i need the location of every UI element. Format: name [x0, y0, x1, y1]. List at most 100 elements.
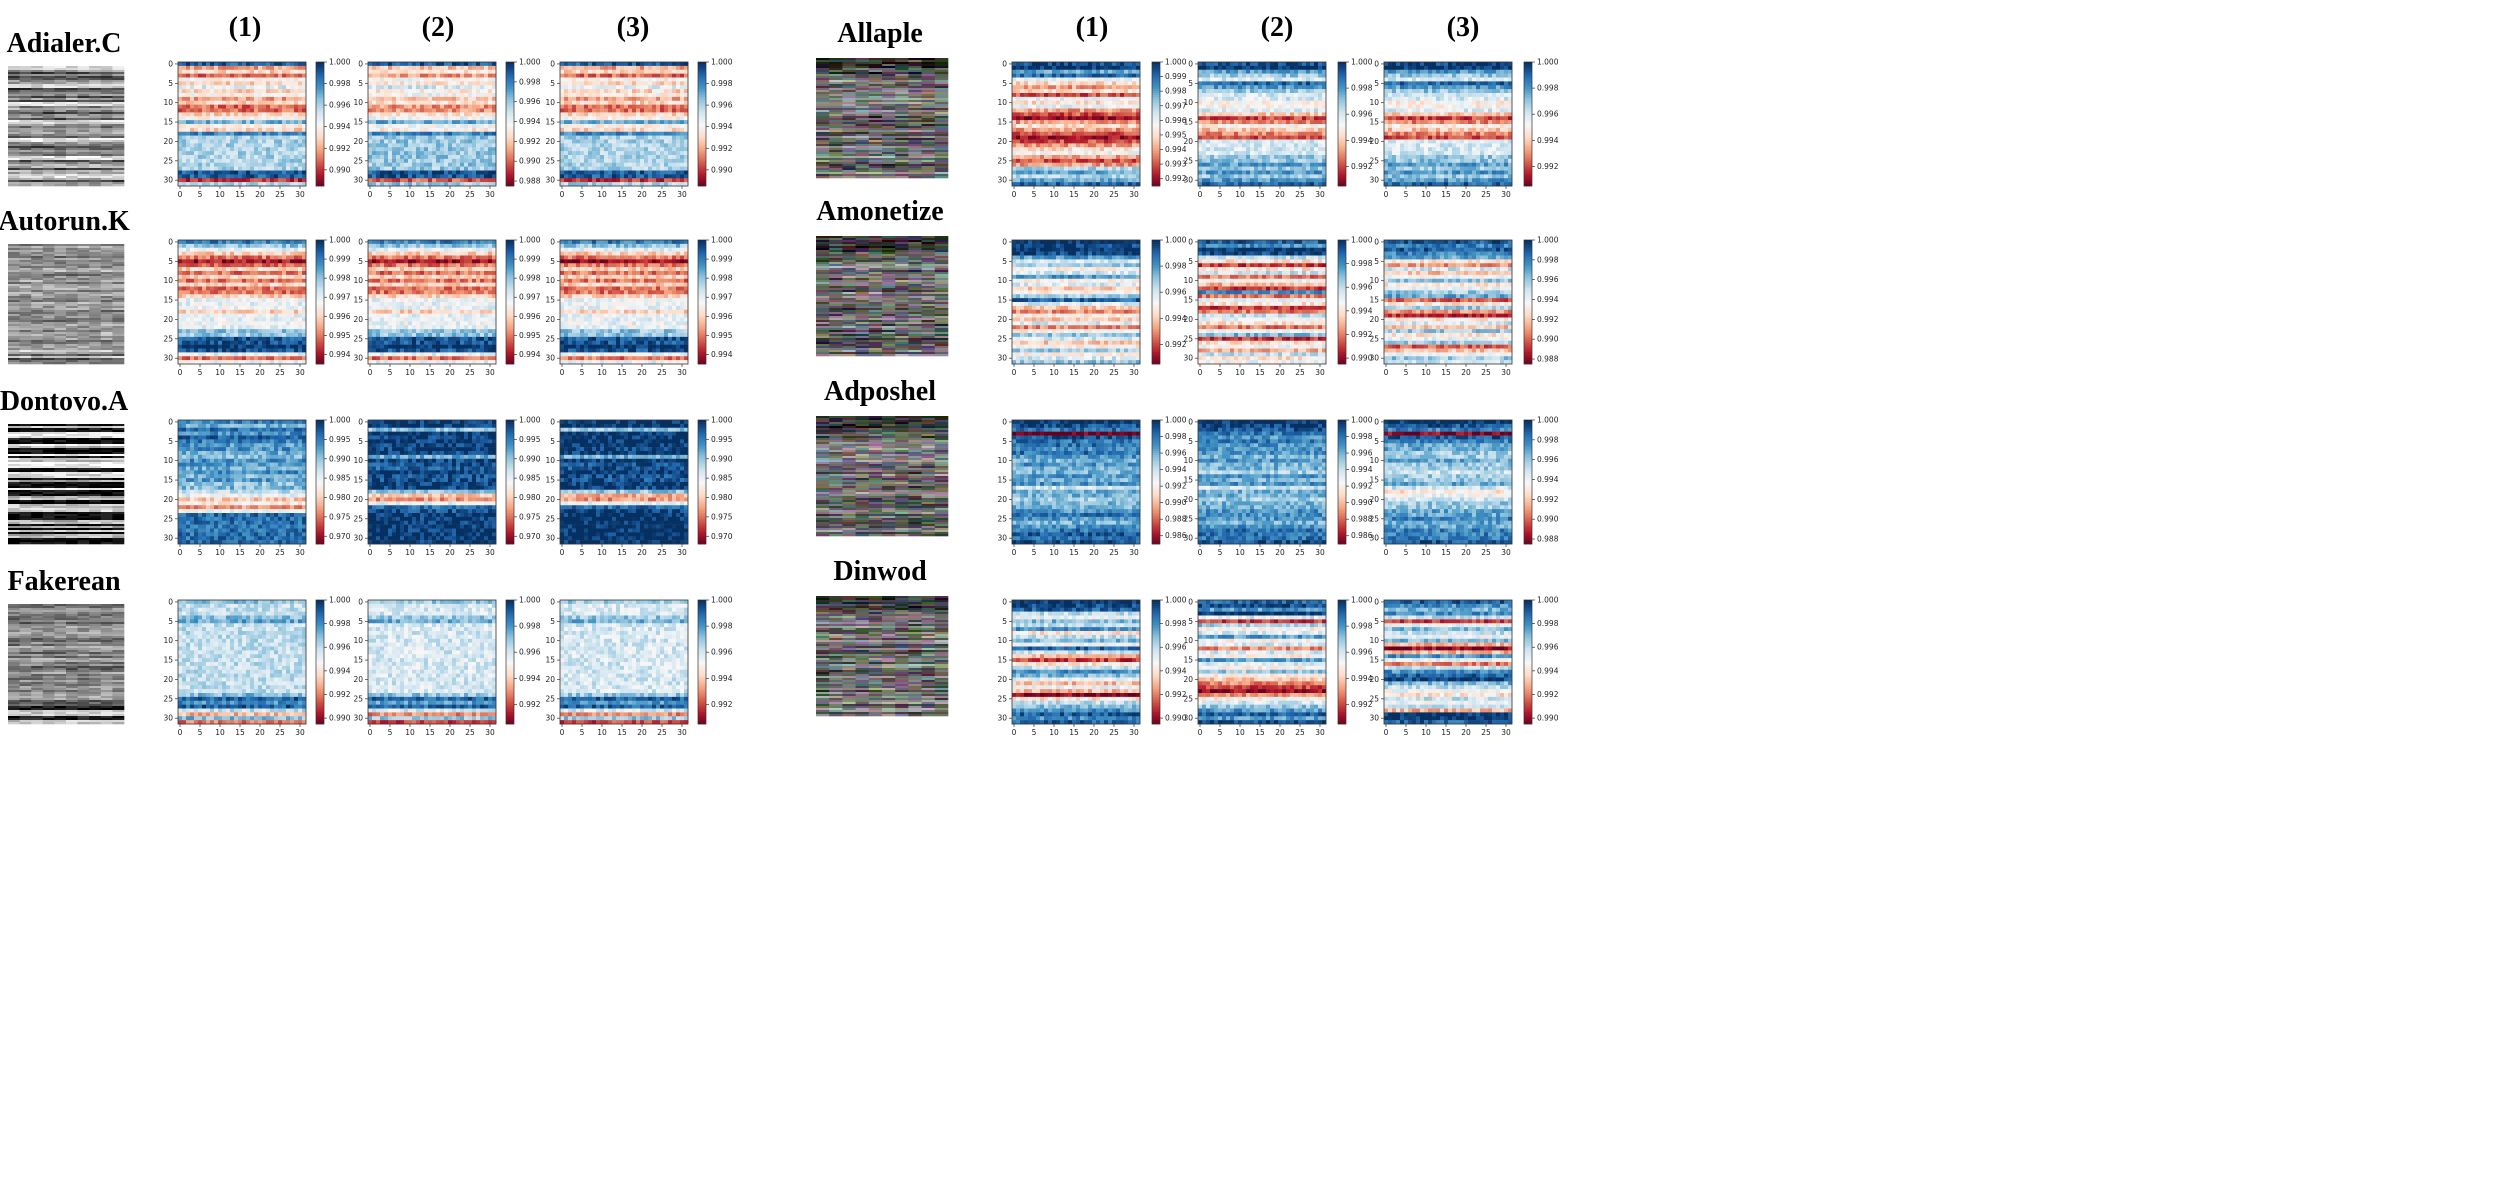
heatmap-cell: [266, 93, 270, 97]
heatmap-cell: [440, 70, 444, 74]
heatmap-cell: [616, 143, 620, 147]
heatmap-cell: [588, 163, 592, 167]
x-tick-label: 0: [178, 190, 183, 199]
heatmap: 0055101015152020252530301.0000.9980.9960…: [545, 58, 732, 200]
colorbar-segment: [506, 161, 514, 163]
heatmap-cell: [432, 155, 436, 159]
heatmap-cell: [246, 140, 250, 144]
heatmap-cell: [480, 109, 484, 113]
heatmap-cell: [384, 74, 388, 78]
heatmap-cell: [624, 128, 628, 132]
heatmap-cell: [290, 120, 294, 124]
malware-image-strip: [20, 158, 32, 160]
heatmap-cell: [210, 62, 214, 66]
heatmap-cell: [194, 120, 198, 124]
heatmap-cell: [464, 151, 468, 155]
heatmap-cell: [408, 178, 412, 182]
heatmap-cell: [368, 105, 372, 109]
heatmap-cell: [412, 97, 416, 101]
heatmap-cell: [412, 143, 416, 147]
heatmap-cell: [636, 101, 640, 105]
heatmap-cell: [242, 112, 246, 116]
heatmap-cell: [608, 81, 612, 85]
heatmap-cell: [480, 140, 484, 144]
heatmap-cell: [230, 89, 234, 93]
heatmap-cell: [396, 109, 400, 113]
heatmap-cell: [632, 163, 636, 167]
heatmap-cell: [580, 62, 584, 66]
heatmap-cell: [568, 97, 572, 101]
malware-image-strip: [54, 74, 66, 76]
heatmap-cell: [660, 163, 664, 167]
malware-image-strip: [54, 84, 66, 86]
malware-image-strip: [112, 126, 124, 128]
heatmap-cell: [250, 93, 254, 97]
heatmap-cell: [182, 167, 186, 171]
heatmap-cell: [628, 109, 632, 113]
heatmap-cell: [652, 132, 656, 136]
malware-image-strip: [31, 132, 43, 134]
heatmap-cell: [290, 112, 294, 116]
heatmap-cell: [286, 78, 290, 82]
heatmap-cell: [592, 78, 596, 82]
malware-image-strip: [66, 174, 78, 176]
malware-image-strip: [8, 74, 20, 76]
heatmap-cell: [564, 78, 568, 82]
heatmap-cell: [668, 93, 672, 97]
heatmap-cell: [628, 124, 632, 128]
malware-image-strip: [31, 156, 43, 158]
heatmap-cell: [584, 93, 588, 97]
malware-image-strip: [101, 114, 113, 116]
heatmap-cell: [202, 136, 206, 140]
heatmap-cell: [564, 132, 568, 136]
heatmap-cell: [368, 78, 372, 82]
heatmap-cell: [480, 78, 484, 82]
heatmap-cell: [628, 62, 632, 66]
heatmap-cell: [456, 163, 460, 167]
heatmap-cell: [178, 155, 182, 159]
malware-image-strip: [20, 162, 32, 164]
malware-image-strip: [20, 130, 32, 132]
heatmap-cell: [376, 112, 380, 116]
heatmap-cell: [416, 70, 420, 74]
heatmap-cell: [472, 105, 476, 109]
heatmap-cell: [274, 62, 278, 66]
malware-image-strip: [112, 178, 124, 180]
heatmap-cell: [460, 78, 464, 82]
malware-image-strip: [54, 112, 66, 114]
heatmap-cell: [444, 105, 448, 109]
heatmap-cell: [250, 101, 254, 105]
malware-image-strip: [54, 122, 66, 124]
heatmap-cell: [464, 81, 468, 85]
heatmap-cell: [380, 163, 384, 167]
heatmap-cell: [636, 85, 640, 89]
malware-image-strip: [54, 174, 66, 176]
malware-image-strip: [20, 74, 32, 76]
heatmap-cell: [218, 151, 222, 155]
heatmap-cell: [580, 78, 584, 82]
malware-image-strip: [43, 176, 55, 178]
heatmap-cell: [640, 155, 644, 159]
heatmap-cell: [628, 132, 632, 136]
heatmap-cell: [576, 143, 580, 147]
malware-image-strip: [66, 128, 78, 130]
column-header: (1): [1076, 12, 1109, 43]
heatmap-cell: [656, 66, 660, 70]
column-header: (3): [1447, 12, 1480, 43]
heatmap-cell: [396, 124, 400, 128]
colorbar-segment: [506, 110, 514, 112]
heatmap-cell: [572, 140, 576, 144]
heatmap-cell: [298, 147, 302, 151]
malware-image-strip: [54, 108, 66, 110]
heatmap-cell: [242, 155, 246, 159]
heatmap-cell: [392, 74, 396, 78]
heatmap-cell: [560, 116, 564, 120]
heatmap-cell: [476, 112, 480, 116]
heatmap-cell: [242, 178, 246, 182]
heatmap-cell: [620, 120, 624, 124]
heatmap-cell: [464, 62, 468, 66]
heatmap-cell: [472, 66, 476, 70]
heatmap-cell: [456, 136, 460, 140]
heatmap-cell: [226, 124, 230, 128]
heatmap-cell: [608, 163, 612, 167]
